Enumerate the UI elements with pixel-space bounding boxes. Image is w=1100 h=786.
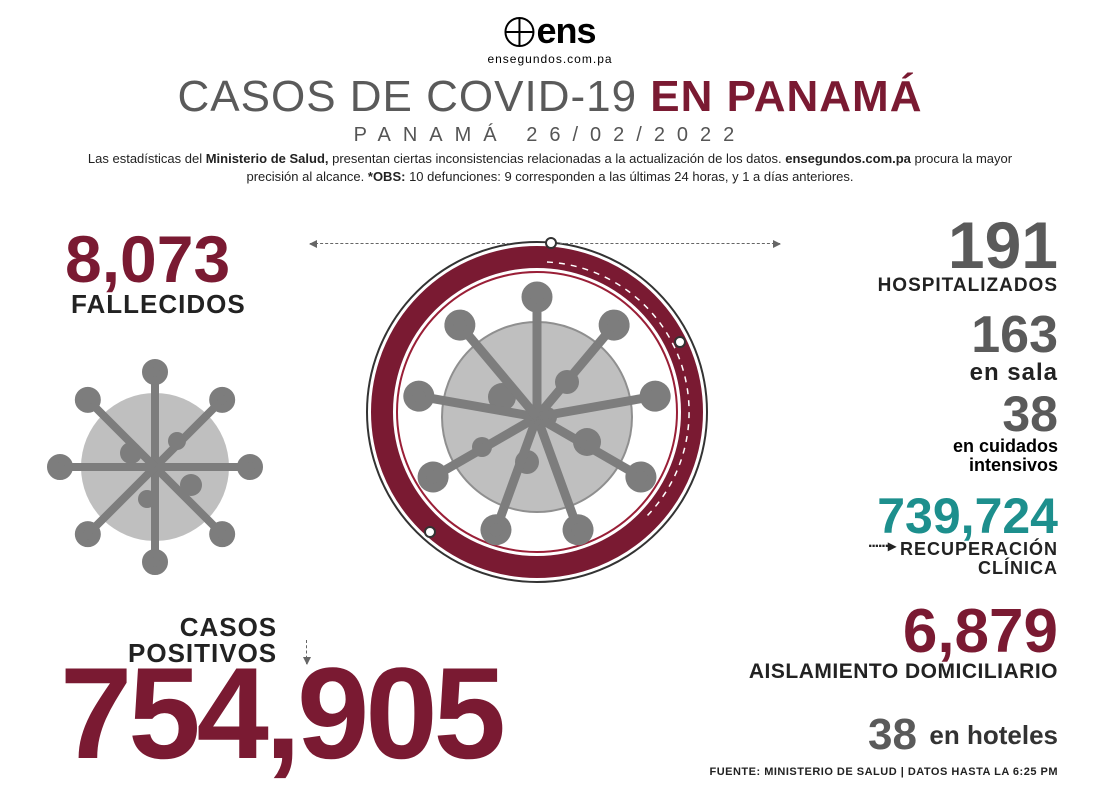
- hospitalizados-label: HOSPITALIZADOS: [878, 275, 1058, 297]
- title-prefix: CASOS DE COVID-19: [178, 72, 651, 121]
- icu-label: en cuidados intensivos: [953, 437, 1058, 475]
- arrow-right: [560, 243, 780, 244]
- title-date: PANAMÁ 26/02/2022: [0, 124, 1100, 147]
- globe-icon: [504, 17, 534, 47]
- logo-main: ens: [487, 10, 612, 52]
- stat-icu: 38 en cuidados intensivos: [953, 392, 1058, 475]
- logo-subtitle: ensegundos.com.pa: [487, 52, 612, 66]
- stat-ensala: 163 en sala: [970, 312, 1058, 387]
- hospitalizados-value: 191: [878, 216, 1058, 275]
- page-title: CASOS DE COVID-19 EN PANAMÁ: [0, 72, 1100, 122]
- stat-hospitalizados: 191 HOSPITALIZADOS: [878, 216, 1058, 297]
- hoteles-value: 38: [868, 710, 917, 760]
- virus-left-icon: [20, 332, 290, 602]
- recuperacion-value: 739,724: [868, 494, 1058, 539]
- positivos-value: 754,905: [60, 648, 502, 778]
- dot-arrow-icon: ······▸: [868, 538, 894, 555]
- virus-central-icon: [406, 286, 668, 544]
- stat-hoteles: 38 en hoteles: [868, 710, 1058, 760]
- ring-node-sw: [425, 527, 435, 537]
- ensala-label: en sala: [970, 359, 1058, 387]
- title-highlight: EN PANAMÁ: [650, 72, 922, 121]
- aislamiento-label: AISLAMIENTO DOMICILIARIO: [749, 660, 1058, 684]
- ensala-value: 163: [970, 312, 1058, 359]
- fallecidos-label: FALLECIDOS: [71, 289, 246, 320]
- logo-text: ens: [536, 10, 595, 51]
- ring-graphic: [347, 232, 727, 592]
- hoteles-label: en hoteles: [929, 720, 1058, 751]
- stat-recuperacion: 739,724 ······▸RECUPERACIÓN CLÍNICA: [868, 494, 1058, 578]
- icu-value: 38: [953, 392, 1058, 437]
- stat-aislamiento: 6,879 AISLAMIENTO DOMICILIARIO: [749, 604, 1058, 684]
- ring-node-se: [675, 337, 685, 347]
- aislamiento-value: 6,879: [749, 604, 1058, 660]
- logo-block: ens ensegundos.com.pa: [487, 10, 612, 66]
- fallecidos-value: 8,073: [65, 230, 246, 289]
- ring-node-top: [546, 238, 556, 248]
- title-block: CASOS DE COVID-19 EN PANAMÁ PANAMÁ 26/02…: [0, 72, 1100, 147]
- arrow-left: [310, 243, 510, 244]
- recuperacion-label: ······▸RECUPERACIÓN CLÍNICA: [868, 539, 1058, 578]
- stat-fallecidos: 8,073 FALLECIDOS: [65, 230, 246, 320]
- source-line: FUENTE: MINISTERIO DE SALUD | DATOS HAST…: [709, 766, 1058, 778]
- intro-text: Las estadísticas del Ministerio de Salud…: [80, 150, 1020, 185]
